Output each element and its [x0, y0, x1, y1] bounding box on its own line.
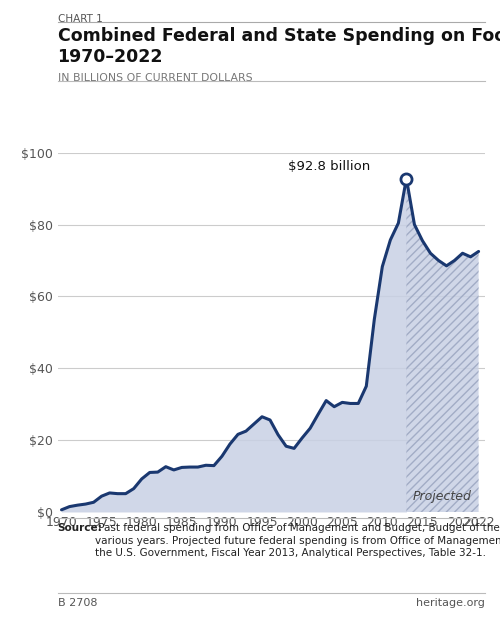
- Text: B 2708: B 2708: [58, 598, 97, 608]
- Text: $92.8 billion: $92.8 billion: [288, 160, 370, 173]
- Text: Combined Federal and State Spending on Food Stamps,
1970–2022: Combined Federal and State Spending on F…: [58, 27, 500, 66]
- Text: Source:: Source:: [58, 523, 102, 533]
- Text: heritage.org: heritage.org: [416, 598, 485, 608]
- Text: IN BILLIONS OF CURRENT DOLLARS: IN BILLIONS OF CURRENT DOLLARS: [58, 73, 252, 83]
- Text: CHART 1: CHART 1: [58, 14, 102, 24]
- Text: Projected: Projected: [413, 490, 472, 503]
- Text: Past federal spending from Office of Management and Budget, Budget of the U.S. G: Past federal spending from Office of Man…: [95, 523, 500, 558]
